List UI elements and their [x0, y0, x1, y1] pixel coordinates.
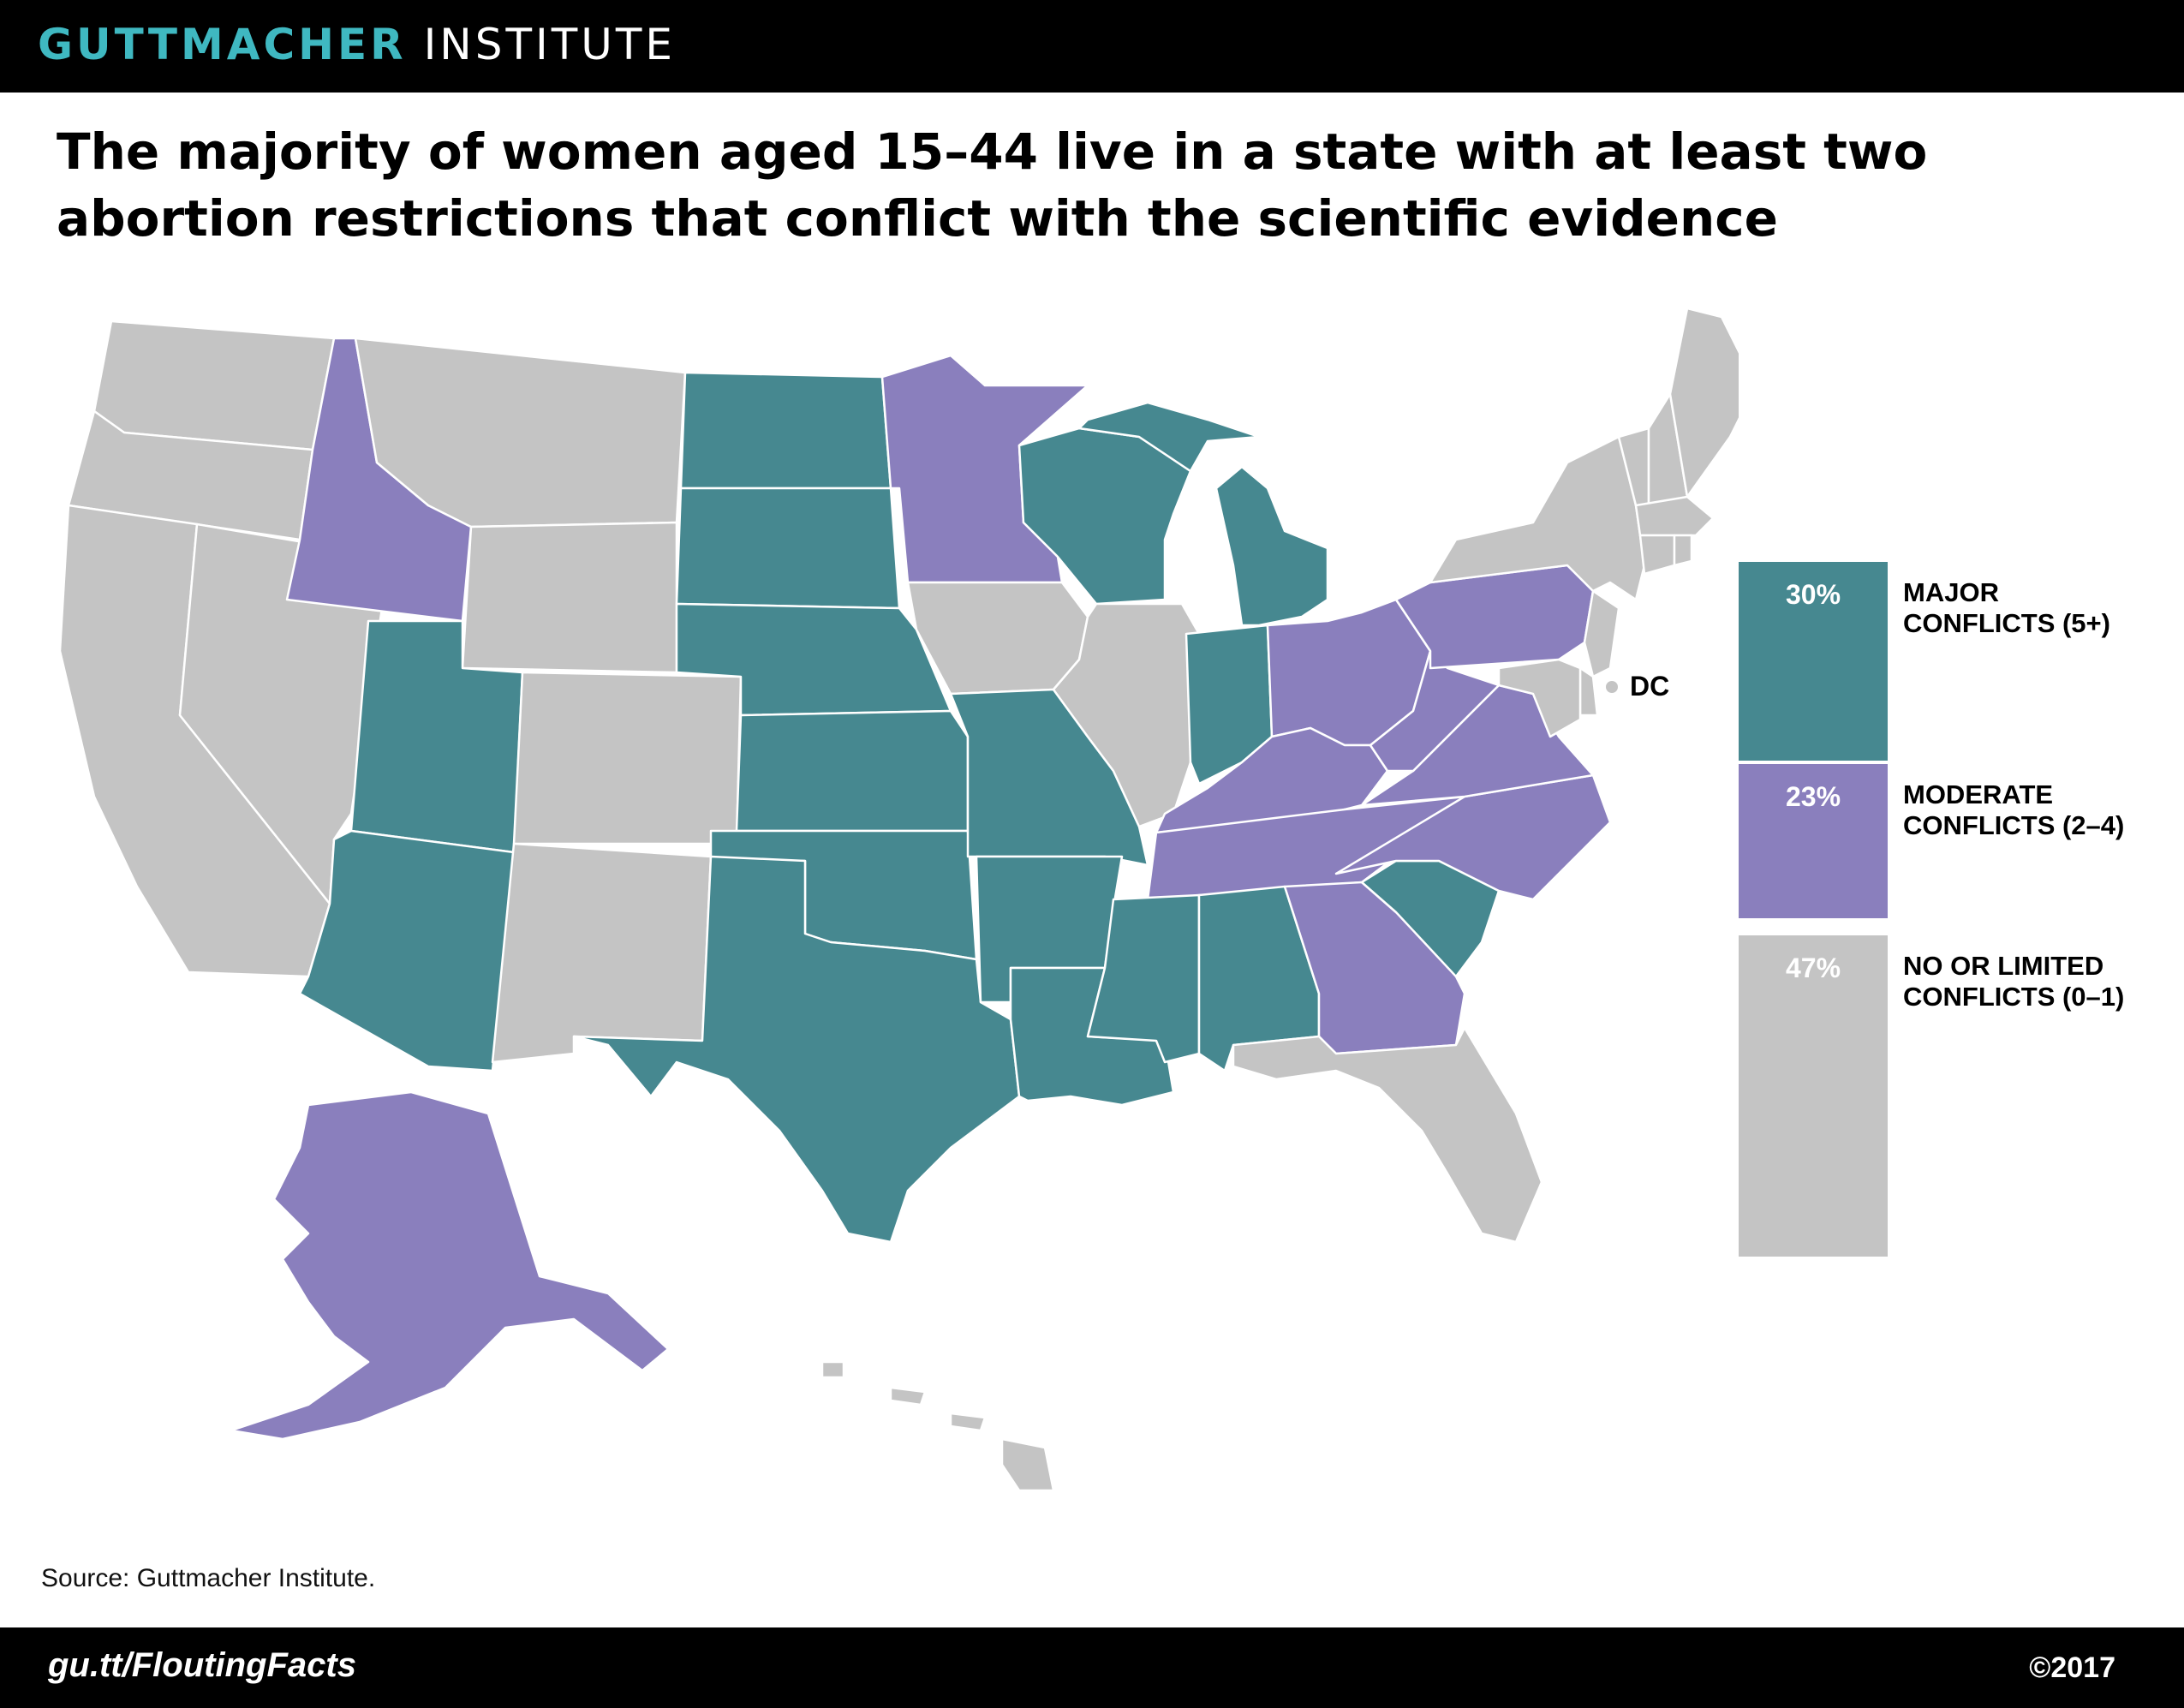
copyright: ©2017	[2029, 1651, 2115, 1684]
dc-marker	[1606, 681, 1618, 693]
state-ND	[679, 371, 892, 490]
state-AZ	[298, 829, 516, 1072]
state-RI	[1673, 534, 1693, 567]
top-bar: GUTTMACHER INSTITUTE	[0, 0, 2184, 93]
state-NJ	[1583, 589, 1620, 678]
brand-logo: GUTTMACHER INSTITUTE	[38, 19, 676, 70]
bottom-bar: gu.tt/FloutingFacts ©2017	[0, 1627, 2184, 1708]
state-IL	[1052, 602, 1201, 828]
state-MI	[1077, 401, 1329, 627]
state-MA	[1634, 495, 1715, 537]
brand-name-bold: GUTTMACHER	[38, 20, 407, 69]
legend-label-none: NO OR LIMITED CONFLICTS (0–1)	[1903, 951, 2125, 1012]
legend-swatch-none	[1739, 935, 1888, 1257]
state-TX	[572, 855, 1021, 1244]
state-WY	[461, 521, 678, 674]
state-NM	[491, 842, 713, 1064]
us-map	[58, 307, 1739, 1490]
dc-label: DC	[1630, 671, 1670, 702]
legend-item-moderate: 23% MODERATE CONFLICTS (2–4)	[1739, 764, 2150, 935]
source-note: Source: Guttmacher Institute.	[41, 1564, 376, 1592]
legend-swatch-moderate	[1739, 764, 1888, 918]
legend: 30% MAJOR CONFLICTS (5+) 23% MODERATE CO…	[1739, 562, 2150, 1257]
state-FL	[1232, 1026, 1543, 1244]
state-MD	[1497, 658, 1582, 738]
legend-percent-major: 30%	[1785, 579, 1841, 610]
state-AK	[230, 1090, 670, 1441]
brand-name-light: INSTITUTE	[423, 20, 677, 69]
legend-label-moderate: MODERATE CONFLICTS (2–4)	[1903, 779, 2125, 840]
state-SD	[675, 487, 901, 610]
state-HI	[820, 1360, 1055, 1490]
footer-link[interactable]: gu.tt/FloutingFacts	[48, 1646, 356, 1684]
state-WA	[92, 320, 336, 451]
state-CT	[1638, 534, 1676, 576]
map-title: The majority of women aged 15–44 live in…	[57, 122, 1928, 248]
state-KS	[735, 709, 970, 833]
legend-percent-none: 47%	[1785, 953, 1841, 983]
legend-swatch-major	[1739, 562, 1888, 761]
state-CO	[512, 671, 743, 845]
legend-label-major: MAJOR CONFLICTS (5+)	[1903, 577, 2110, 638]
legend-item-major: 30% MAJOR CONFLICTS (5+)	[1739, 562, 2150, 764]
legend-item-none: 47% NO OR LIMITED CONFLICTS (0–1)	[1739, 935, 2150, 1257]
legend-percent-moderate: 23%	[1785, 781, 1841, 812]
